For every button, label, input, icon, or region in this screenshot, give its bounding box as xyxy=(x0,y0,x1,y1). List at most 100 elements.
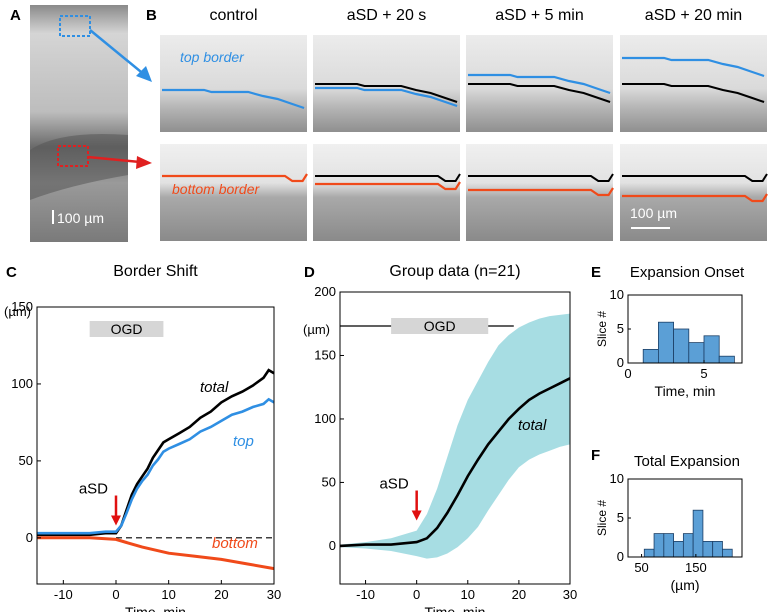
bottom-border-original-2 xyxy=(468,173,614,182)
ogd-bar xyxy=(89,321,164,337)
asd-arrow-head xyxy=(411,510,422,521)
panel-b-grid: control aSD + 20 s aSD + 5 min aSD + 20 min xyxy=(160,7,768,241)
panel-letter-c: C xyxy=(6,264,17,281)
panel-letter-b: B xyxy=(146,7,157,24)
arrow-bottom xyxy=(87,155,141,164)
hist-bar xyxy=(722,548,733,558)
roi-bottom-box xyxy=(57,145,89,167)
panel-letter-e: E xyxy=(591,264,601,281)
scale-label-b: 100 µm xyxy=(630,205,677,221)
tile-top-0 xyxy=(160,35,307,132)
series-top xyxy=(37,397,275,535)
top-border-label: top border xyxy=(180,49,245,65)
tile-bottom-0 xyxy=(160,144,307,241)
y-axis-label: (µm) xyxy=(4,304,31,319)
x-tick-label: 20 xyxy=(512,587,526,602)
x-tick-label: 30 xyxy=(563,587,577,602)
hist-bar xyxy=(712,541,723,558)
hist-bar xyxy=(673,541,684,558)
top-border-original-2 xyxy=(468,83,611,103)
series-label-total: total xyxy=(200,379,229,396)
hist-bar xyxy=(682,533,694,558)
y-tick-label: 5 xyxy=(617,321,624,336)
x-tick-label: 10 xyxy=(461,587,475,602)
bottom-border-trace-1 xyxy=(315,181,461,191)
series-label-top: top xyxy=(233,433,254,450)
hist-bar xyxy=(658,321,675,364)
y-tick-label: 0 xyxy=(617,355,624,370)
top-border-trace-3 xyxy=(622,56,765,78)
hist-bar xyxy=(653,533,665,558)
tile-bottom-2 xyxy=(466,144,613,241)
bottom-border-original-1 xyxy=(315,173,461,182)
y-tick-label: 100 xyxy=(11,376,33,391)
y-tick-label: 50 xyxy=(322,474,336,489)
y-tick-label: 0 xyxy=(329,538,336,553)
hist-bar xyxy=(702,541,714,558)
top-border-trace-1 xyxy=(315,86,458,108)
y-tick-label: 150 xyxy=(314,347,336,362)
y-axis-label: Slice # xyxy=(595,500,609,536)
asd-arrow-head xyxy=(111,515,121,526)
x-tick-label: -10 xyxy=(356,587,375,602)
y-tick-label: 100 xyxy=(314,411,336,426)
hist-bar xyxy=(643,548,655,558)
y-axis-label: (µm) xyxy=(303,322,330,337)
y-tick-label: 150 xyxy=(11,299,33,314)
series-label-bottom: bottom xyxy=(212,535,258,552)
top-border-trace-2 xyxy=(468,73,611,95)
asd-label: aSD xyxy=(79,481,108,498)
column-title-0: control xyxy=(209,7,257,24)
x-tick-label: 150 xyxy=(685,560,707,575)
x-tick-label: 5 xyxy=(700,366,707,381)
chart-title: Group data (n=21) xyxy=(389,263,520,280)
y-tick-label: 200 xyxy=(314,284,336,299)
arrow-bottom-head xyxy=(136,156,152,169)
hist-bar xyxy=(692,509,704,558)
panel-letter-d: D xyxy=(304,264,315,281)
axes-frame xyxy=(339,291,571,585)
x-axis-label: Time, min xyxy=(655,383,716,399)
ogd-label: OGD xyxy=(111,321,143,337)
column-title-1: aSD + 20 s xyxy=(347,7,427,24)
x-axis-label: Time, min xyxy=(425,604,486,612)
top-border-trace-0 xyxy=(162,88,305,110)
x-tick-label: 50 xyxy=(634,560,648,575)
chart-title: Expansion Onset xyxy=(630,264,745,281)
hippocampus-region xyxy=(30,134,128,200)
axes-frame xyxy=(36,306,275,585)
bottom-border-trace-3 xyxy=(622,193,768,203)
series-total xyxy=(37,368,275,537)
hist-bar xyxy=(663,533,674,558)
x-tick-label: -10 xyxy=(54,587,73,602)
bottom-border-original-3 xyxy=(622,173,768,182)
brain-slice-image xyxy=(30,5,128,242)
y-tick-label: 10 xyxy=(610,287,624,302)
y-tick-label: 0 xyxy=(26,530,33,545)
x-tick-label: 10 xyxy=(161,587,175,602)
x-axis-label: (µm) xyxy=(670,577,699,593)
roi-top-box xyxy=(59,15,91,37)
hist-bar xyxy=(642,348,659,364)
chart-f-total-expansion: Total Expansion 50 150 0 5 10 (µm) Slice # xyxy=(595,453,743,593)
column-title-3: aSD + 20 min xyxy=(645,7,742,24)
chart-title: Border Shift xyxy=(113,263,198,280)
series-label-total: total xyxy=(518,417,547,434)
y-tick-label: 10 xyxy=(610,471,624,486)
bottom-border-trace-0 xyxy=(162,173,308,183)
asd-label: aSD xyxy=(379,476,408,493)
top-border-original-3 xyxy=(622,83,765,103)
chart-d-group-data: Group data (n=21) OGD aSD -10 0 10 20 30 0 50 100 1… xyxy=(303,263,577,612)
x-tick-label: 30 xyxy=(267,587,281,602)
x-axis-label: Time, min xyxy=(125,604,186,612)
x-tick-label: 20 xyxy=(214,587,228,602)
series-bottom xyxy=(37,536,275,571)
x-tick-label: 0 xyxy=(624,366,631,381)
bottom-border-trace-2 xyxy=(468,187,614,197)
scale-label-a: 100 µm xyxy=(57,210,104,226)
hist-bar xyxy=(673,328,690,364)
column-title-2: aSD + 5 min xyxy=(495,7,583,24)
ogd-bar xyxy=(391,318,489,334)
